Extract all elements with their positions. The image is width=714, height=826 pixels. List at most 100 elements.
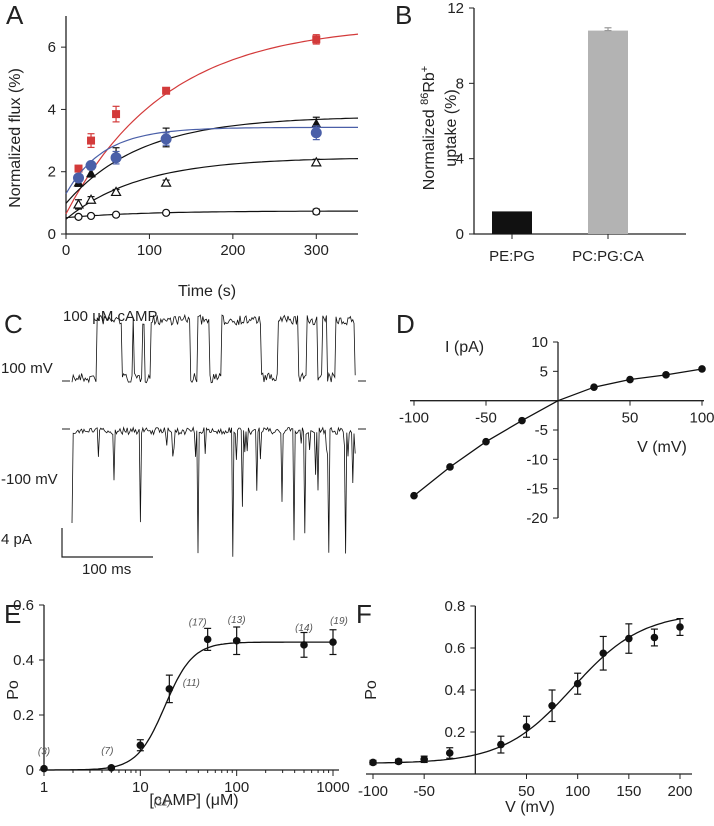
panel-e-x-tick-label-1: 10 bbox=[132, 779, 149, 796]
panel-f-x-tick-label-3: 100 bbox=[565, 783, 590, 800]
panel-d-x-tick-label-2: 50 bbox=[622, 410, 639, 427]
panel-d-chart: I (pA) V (mV) -100 -50 50 100 10 5 -5 -10 -15 -20 bbox=[399, 334, 714, 527]
panel-b-chart: Normalized 86Rb+ uptake (%) 0 4 8 12 PE:PG PC… bbox=[419, 0, 686, 265]
panel-e-annotation-2: (11) bbox=[154, 797, 171, 808]
panel-f-point-5 bbox=[522, 722, 531, 731]
panel-e-y-tick-label-2: 0.4 bbox=[13, 652, 34, 669]
panel-a-chart: Normalized flux (%) Time (s) 0 100 200 300 0… bbox=[7, 16, 359, 300]
panel-b-ylabel-line1: Normalized 86Rb+ bbox=[419, 66, 438, 191]
panel-c-scale-y-label: 4 pA bbox=[1, 531, 32, 548]
panel-d-y-tick-label-0: 10 bbox=[531, 334, 548, 351]
panel-c-condition: 100 μM cAMP bbox=[63, 308, 158, 325]
panel-e-annotation-0: (3) bbox=[38, 747, 50, 758]
panel-e-point-4 bbox=[203, 635, 212, 644]
panel-b-x-tick-label-1: PC:PG:CA bbox=[572, 248, 644, 265]
panel-a-fit-curve-2 bbox=[65, 126, 358, 195]
panel-f-point-4 bbox=[497, 740, 505, 749]
panel-b-ylabel-plus: + bbox=[419, 66, 431, 72]
panel-f-point-7 bbox=[573, 679, 582, 688]
panel-a-point-2-2 bbox=[110, 152, 122, 164]
panel-f-x-tick-label-2: 50 bbox=[518, 783, 535, 800]
panel-f-y-tick-label-2: 0.6 bbox=[444, 640, 465, 657]
panel-c-trace-bottom bbox=[71, 426, 356, 557]
panel-a-point-4-0 bbox=[74, 212, 83, 221]
panel-b-ylabel-sup: 86 bbox=[419, 93, 431, 105]
panel-f-chart: Po V (mV) -100 -50 50 100 150 200 0.2 0.4 0.6 0.8 bbox=[358, 598, 693, 816]
panel-b-x-tick-label-0: PE:PG bbox=[489, 248, 535, 265]
panel-d-y-tick-label-1: 5 bbox=[540, 363, 548, 380]
panel-a-point-3-2 bbox=[110, 186, 122, 197]
panel-d-ylabel: I (pA) bbox=[445, 339, 484, 356]
panel-c-trace-label-bottom: -100 mV bbox=[1, 471, 58, 488]
panel-a-ylabel: Normalized flux (%) bbox=[7, 68, 24, 208]
panel-b-bar-1 bbox=[588, 30, 628, 234]
panel-b-y-tick-label-0: 0 bbox=[456, 226, 464, 243]
panel-c-scale-bar bbox=[61, 528, 153, 558]
panel-e-fit-curve bbox=[44, 641, 333, 771]
panel-a-point-0-0 bbox=[74, 164, 83, 173]
panel-b-axes bbox=[473, 8, 686, 235]
panel-f-x-tick-label-1: -50 bbox=[413, 783, 435, 800]
panel-e-y-tick-label-0: 0 bbox=[26, 762, 34, 779]
panel-f-x-tick-label-0: -100 bbox=[358, 783, 388, 800]
panel-a-y-tick-label-2: 4 bbox=[48, 101, 56, 118]
panel-a-point-2-4 bbox=[310, 127, 322, 139]
panel-e-point-2 bbox=[136, 741, 145, 750]
panel-e-annotation-4: (17) bbox=[189, 617, 207, 628]
panel-e-point-6 bbox=[300, 641, 308, 649]
panel-d-y-tick-label-4: -15 bbox=[526, 481, 548, 498]
panel-e-x-tick-label-2: 100 bbox=[224, 779, 249, 796]
panel-d-point-1 bbox=[446, 463, 454, 471]
panel-b-y-tick-label-1: 4 bbox=[456, 151, 464, 168]
panel-d-x-tick-label-3: 100 bbox=[689, 410, 714, 427]
panel-a-point-3-0 bbox=[72, 198, 85, 209]
panel-a-x-tick-label-2: 200 bbox=[220, 242, 245, 259]
panel-a-x-tick-label-0: 0 bbox=[62, 242, 70, 259]
panel-a-point-2-1 bbox=[85, 159, 97, 171]
panel-b-bar-0 bbox=[492, 211, 532, 234]
panel-c-scale-x-label: 100 ms bbox=[82, 561, 131, 578]
panel-a-point-0-1 bbox=[87, 136, 96, 145]
panel-b-ylabel-main: Normalized bbox=[421, 105, 438, 190]
panel-d-x-tick-label-0: -100 bbox=[399, 410, 429, 427]
panel-d-line bbox=[413, 368, 703, 497]
panel-a-point-0-2 bbox=[112, 110, 121, 119]
panel-a-fit-curve-0 bbox=[65, 33, 359, 215]
panel-e-chart: Po [cAMP] (μM) 1 10 100 1000 0 0.2 0.4 0.6 (3) (7… bbox=[5, 597, 350, 809]
panel-a-point-2-0 bbox=[73, 172, 85, 184]
panel-d-point-5 bbox=[590, 383, 598, 391]
panel-a-point-3-3 bbox=[160, 176, 172, 187]
panel-d-x-tick-label-1: -50 bbox=[475, 410, 497, 427]
panel-a-x-tick-label-3: 300 bbox=[304, 242, 329, 259]
panel-b-y-tick-label-3: 12 bbox=[447, 0, 464, 17]
panel-e-point-0 bbox=[40, 764, 48, 773]
panel-e-point-7 bbox=[329, 638, 337, 646]
panel-b-y-tick-label-2: 8 bbox=[456, 75, 464, 92]
panel-e-annotation-3: (11) bbox=[183, 678, 200, 689]
panel-letter-f: F bbox=[356, 599, 372, 629]
panel-d-y-tick-label-3: -10 bbox=[526, 451, 548, 468]
panel-d-y-tick-label-2: -5 bbox=[535, 422, 548, 439]
panel-d-point-6 bbox=[626, 375, 634, 384]
panel-e-xlabel: [cAMP] (μM) bbox=[149, 792, 238, 809]
panel-a-x-tick-label-1: 100 bbox=[137, 242, 162, 259]
panel-d-point-3 bbox=[518, 416, 526, 425]
panel-letter-d: D bbox=[396, 309, 415, 339]
panel-d-point-7 bbox=[662, 371, 670, 379]
panel-a-point-4-1 bbox=[86, 211, 96, 221]
panel-e-y-tick-label-1: 0.2 bbox=[13, 707, 34, 724]
panel-b-ylabel-line2: uptake (%) bbox=[443, 89, 460, 166]
panel-a-point-4-4 bbox=[312, 207, 321, 216]
panel-f-y-tick-label-0: 0.2 bbox=[444, 724, 465, 741]
panel-e-y-tick-label-3: 0.6 bbox=[13, 597, 34, 614]
panel-a-y-tick-label-1: 2 bbox=[48, 164, 56, 181]
panel-c-traces: 100 μM cAMP 100 mV -100 mV 4 pA 100 ms bbox=[1, 308, 366, 578]
panel-f-x-tick-label-4: 150 bbox=[616, 783, 641, 800]
panel-a-point-3-1 bbox=[85, 194, 97, 204]
panel-a-xlabel: Time (s) bbox=[178, 283, 236, 300]
panel-d-point-2 bbox=[482, 437, 490, 446]
panel-e-annotation-7: (19) bbox=[330, 616, 348, 627]
panel-f-y-tick-label-3: 0.8 bbox=[444, 598, 465, 615]
panel-f-point-3 bbox=[445, 749, 454, 757]
